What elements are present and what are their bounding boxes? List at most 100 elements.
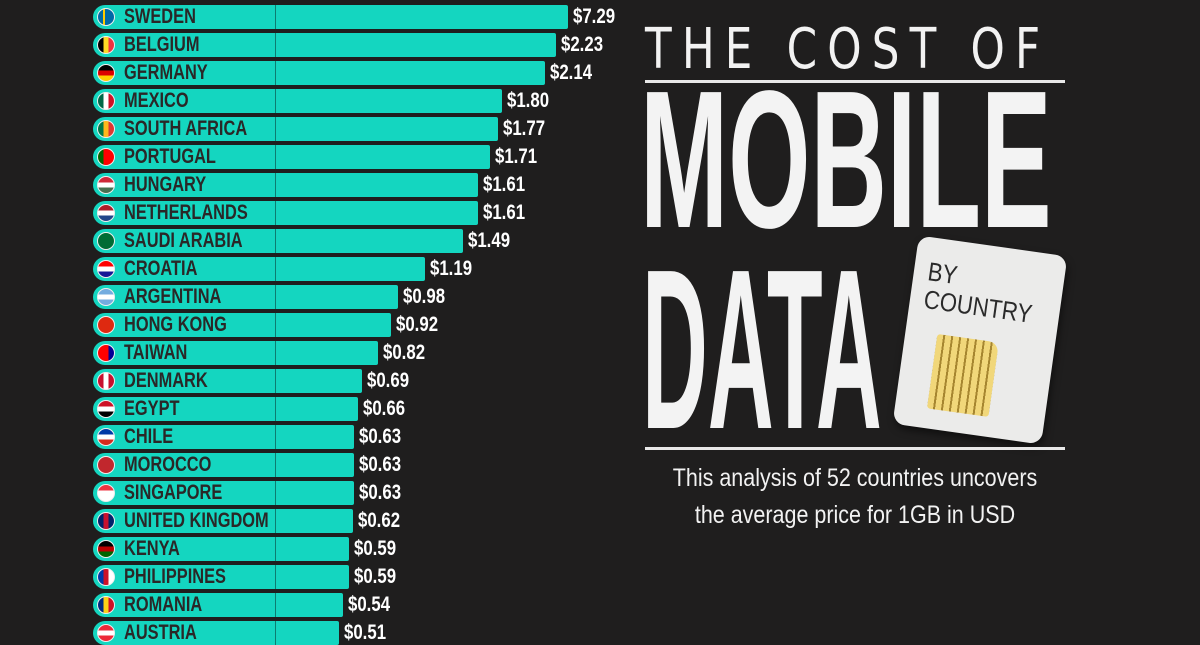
subtitle-line-2: the average price for 1GB in USD — [694, 501, 1016, 529]
country-label: SOUTH AFRICA — [124, 117, 248, 140]
country-label: MOROCCO — [124, 453, 212, 476]
value-label: $0.62 — [358, 509, 401, 532]
bar — [93, 145, 491, 169]
flag-icon — [97, 64, 115, 82]
title-mobile: MOBILE — [640, 50, 1052, 269]
bar — [93, 313, 391, 337]
flag-icon — [97, 36, 115, 54]
bar-divider — [275, 481, 276, 505]
sim-card-icon: BY COUNTRY — [892, 235, 1068, 445]
bar — [93, 481, 355, 505]
value-label: $0.63 — [359, 481, 402, 504]
bar — [93, 201, 478, 225]
country-label: TAIWAN — [124, 341, 188, 364]
bar — [93, 229, 463, 253]
value-label: $0.59 — [354, 565, 397, 588]
country-label: HONG KONG — [124, 313, 227, 336]
bar-divider — [275, 397, 276, 421]
flag-icon — [97, 512, 115, 530]
value-label: $0.54 — [348, 593, 391, 616]
value-label: $0.69 — [366, 369, 409, 392]
bar-divider — [275, 33, 276, 57]
flag-icon — [97, 428, 115, 446]
country-label: PORTUGAL — [124, 145, 216, 168]
bar — [93, 565, 350, 589]
bar-divider — [275, 201, 276, 225]
flag-icon — [97, 400, 115, 418]
value-label: $2.14 — [549, 61, 592, 84]
flag-icon — [97, 232, 115, 250]
value-label: $2.23 — [560, 33, 604, 56]
country-label: MEXICO — [124, 89, 189, 112]
title-divider-bottom — [645, 447, 1065, 450]
value-label: $1.19 — [429, 257, 472, 280]
sim-chip-icon — [926, 334, 999, 417]
bar-divider — [275, 593, 276, 617]
title-divider-top — [645, 80, 1065, 83]
bar-divider — [275, 117, 276, 141]
value-label: $0.98 — [403, 285, 446, 308]
country-label: KENYA — [124, 537, 180, 560]
bar — [93, 397, 359, 421]
bar-divider — [275, 145, 276, 169]
bar-divider — [275, 173, 276, 197]
value-label: $0.63 — [359, 425, 402, 448]
flag-icon — [97, 540, 115, 558]
value-label: $1.77 — [503, 117, 546, 140]
flag-icon — [97, 484, 115, 502]
flag-icon — [97, 8, 115, 26]
flag-icon — [97, 288, 115, 306]
country-label: GERMANY — [124, 61, 208, 84]
bar-divider — [275, 5, 276, 29]
flag-icon — [97, 372, 115, 390]
bar-divider — [275, 285, 276, 309]
bar — [93, 369, 362, 393]
country-label: BELGIUM — [124, 33, 200, 56]
country-label: AUSTRIA — [124, 621, 197, 644]
bar-divider — [275, 341, 276, 365]
bar — [93, 593, 344, 617]
bar — [93, 5, 568, 29]
country-label: CHILE — [124, 425, 174, 448]
bar-divider — [275, 425, 276, 449]
flag-icon — [97, 92, 115, 110]
bar — [93, 453, 355, 477]
flag-icon — [97, 568, 115, 586]
value-label: $0.66 — [363, 397, 406, 420]
bar-divider — [275, 565, 276, 589]
value-label: $1.80 — [506, 89, 549, 112]
flag-icon — [97, 456, 115, 474]
country-label: EGYPT — [124, 397, 180, 420]
country-label: HUNGARY — [124, 173, 207, 196]
bar-divider — [275, 369, 276, 393]
bar — [93, 285, 399, 309]
country-label: DENMARK — [124, 369, 208, 392]
flag-icon — [97, 120, 115, 138]
country-label: CROATIA — [124, 257, 198, 280]
bar — [93, 61, 545, 85]
sim-card-label: BY COUNTRY — [922, 256, 1038, 329]
flag-icon — [97, 204, 115, 222]
country-label: SWEDEN — [124, 5, 196, 28]
bar-divider — [275, 229, 276, 253]
value-label: $7.29 — [573, 5, 616, 28]
bar-divider — [275, 621, 276, 645]
bar-divider — [275, 89, 276, 113]
bar — [93, 33, 556, 57]
value-label: $1.49 — [467, 229, 510, 252]
value-label: $0.63 — [359, 453, 402, 476]
flag-icon — [97, 176, 115, 194]
country-label: NETHERLANDS — [124, 201, 248, 224]
country-label: SINGAPORE — [124, 481, 223, 504]
bar — [93, 341, 379, 365]
bar-divider — [275, 313, 276, 337]
value-label: $0.51 — [344, 621, 387, 644]
bar-divider — [275, 509, 276, 533]
bar — [93, 89, 502, 113]
country-label: ARGENTINA — [124, 285, 222, 308]
value-label: $0.59 — [354, 537, 397, 560]
country-label: PHILIPPINES — [124, 565, 226, 588]
bar-chart: SWEDEN $7.29 BELGIUM $2.23 GERMANY $2.14 MEXIC… — [93, 5, 616, 645]
country-label: SAUDI ARABIA — [124, 229, 243, 252]
bar — [93, 425, 355, 449]
